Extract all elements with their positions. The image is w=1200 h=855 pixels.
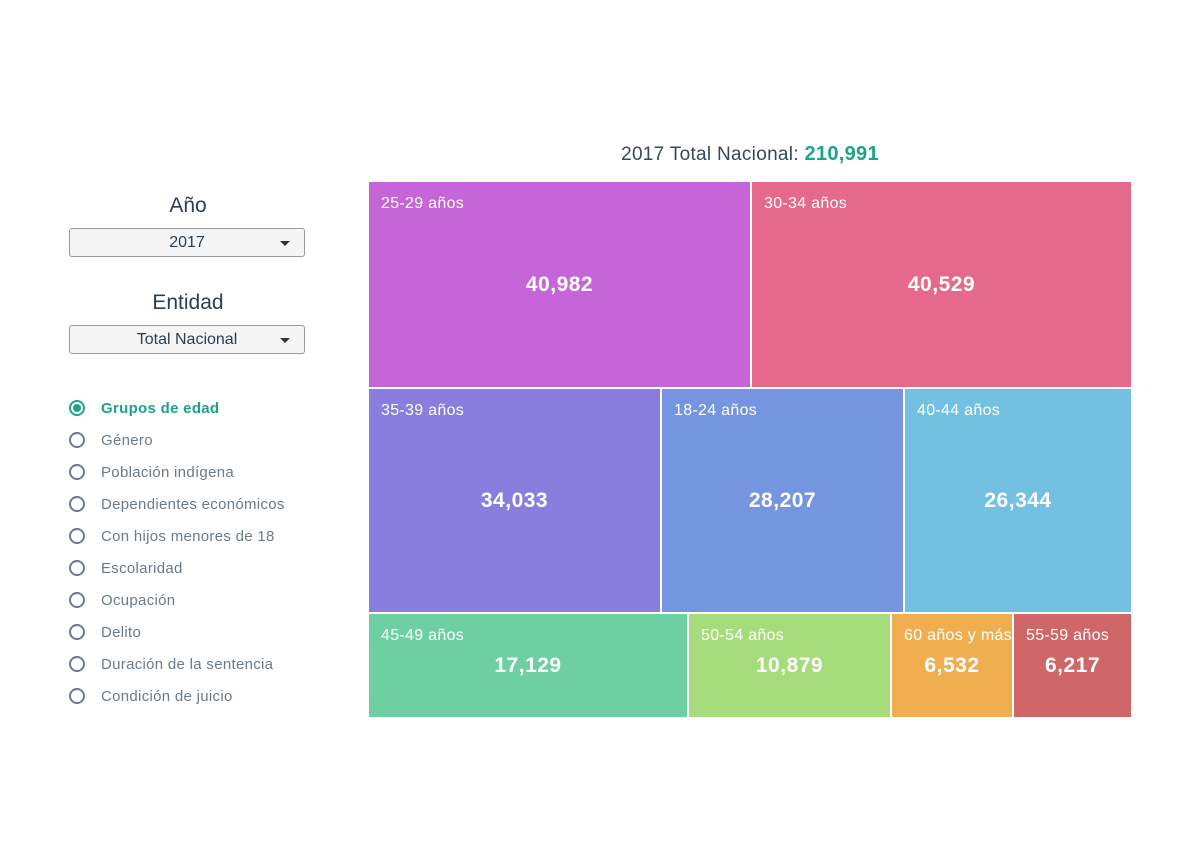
radio-unchecked-icon[interactable] (69, 656, 85, 672)
tile-value: 17,129 (494, 654, 562, 677)
treemap: 25-29 años 40,982 30-34 años 40,529 35-39 añ… (369, 182, 1131, 717)
radio-label: Escolaridad (101, 559, 183, 577)
treemap-tile[interactable]: 18-24 años 28,207 (662, 389, 903, 612)
radio-label: Duración de la sentencia (101, 655, 274, 673)
radio-option[interactable]: Con hijos menores de 18 (69, 520, 285, 552)
radio-option[interactable]: Escolaridad (69, 552, 285, 584)
radio-label: Grupos de edad (101, 399, 220, 417)
treemap-tile[interactable]: 40-44 años 26,344 (905, 389, 1131, 612)
chevron-down-icon (280, 241, 290, 246)
radio-label: Delito (101, 623, 142, 641)
tile-value: 6,532 (924, 654, 980, 677)
tile-label: 18-24 años (674, 402, 758, 419)
radio-option[interactable]: Condición de juicio (69, 680, 285, 712)
tile-value: 6,217 (1044, 654, 1101, 677)
radio-option[interactable]: Población indígena (69, 456, 285, 488)
radio-label: Con hijos menores de 18 (101, 527, 275, 545)
tile-label: 40-44 años (917, 402, 1001, 419)
treemap-tile[interactable]: 55-59 años 6,217 (1014, 614, 1131, 717)
radio-unchecked-icon[interactable] (69, 528, 85, 544)
radio-unchecked-icon[interactable] (69, 496, 85, 512)
tile-label: 25-29 años (381, 195, 465, 212)
category-radio-group: Grupos de edad Género Población indígena De… (69, 392, 285, 712)
tile-label: 50-54 años (701, 627, 785, 644)
chart-title: 2017 Total Nacional: 210,991 (369, 143, 1131, 166)
entity-select-value: Total Nacional (136, 331, 238, 348)
year-select-value: 2017 (169, 234, 205, 251)
chevron-down-icon (280, 338, 290, 343)
radio-option[interactable]: Duración de la sentencia (69, 648, 285, 680)
radio-unchecked-icon[interactable] (69, 560, 85, 576)
radio-checked-icon[interactable] (69, 400, 85, 416)
tile-value: 34,033 (480, 489, 549, 512)
tile-label: 55-59 años (1026, 627, 1110, 644)
radio-unchecked-icon[interactable] (69, 688, 85, 704)
chart-title-prefix: 2017 Total Nacional: (621, 144, 799, 165)
radio-label: Ocupación (101, 591, 176, 609)
radio-option[interactable]: Grupos de edad (69, 392, 285, 424)
radio-label: Dependientes económicos (101, 495, 285, 513)
radio-unchecked-icon[interactable] (69, 624, 85, 640)
tile-value: 10,879 (755, 654, 824, 677)
tile-label: 45-49 años (381, 627, 465, 644)
radio-label: Condición de juicio (101, 687, 233, 705)
radio-label: Género (101, 431, 153, 449)
radio-label: Población indígena (101, 463, 235, 481)
tile-value: 28,207 (748, 489, 817, 512)
radio-unchecked-icon[interactable] (69, 592, 85, 608)
treemap-tile[interactable]: 60 años y más 6,532 (892, 614, 1012, 717)
tile-label: 60 años y más (904, 627, 1012, 644)
treemap-tile[interactable]: 30-34 años 40,529 (752, 182, 1131, 387)
tile-value: 26,344 (984, 489, 1052, 512)
entity-select[interactable]: Total Nacional (69, 325, 305, 354)
radio-option[interactable]: Ocupación (69, 584, 285, 616)
treemap-tile[interactable]: 45-49 años 17,129 (369, 614, 687, 717)
entity-label: Entidad (152, 291, 224, 314)
year-select[interactable]: 2017 (69, 228, 305, 257)
tile-value: 40,982 (525, 273, 594, 296)
tile-label: 30-34 años (764, 195, 848, 212)
treemap-tile[interactable]: 25-29 años 40,982 (369, 182, 750, 387)
radio-option[interactable]: Dependientes económicos (69, 488, 285, 520)
year-label: Año (169, 194, 207, 217)
radio-option[interactable]: Delito (69, 616, 285, 648)
radio-unchecked-icon[interactable] (69, 464, 85, 480)
chart-total: 210,991 (804, 143, 879, 165)
tile-value: 40,529 (907, 273, 976, 296)
radio-unchecked-icon[interactable] (69, 432, 85, 448)
treemap-tile[interactable]: 50-54 años 10,879 (689, 614, 890, 717)
radio-option[interactable]: Género (69, 424, 285, 456)
tile-label: 35-39 años (381, 402, 465, 419)
treemap-tile[interactable]: 35-39 años 34,033 (369, 389, 660, 612)
